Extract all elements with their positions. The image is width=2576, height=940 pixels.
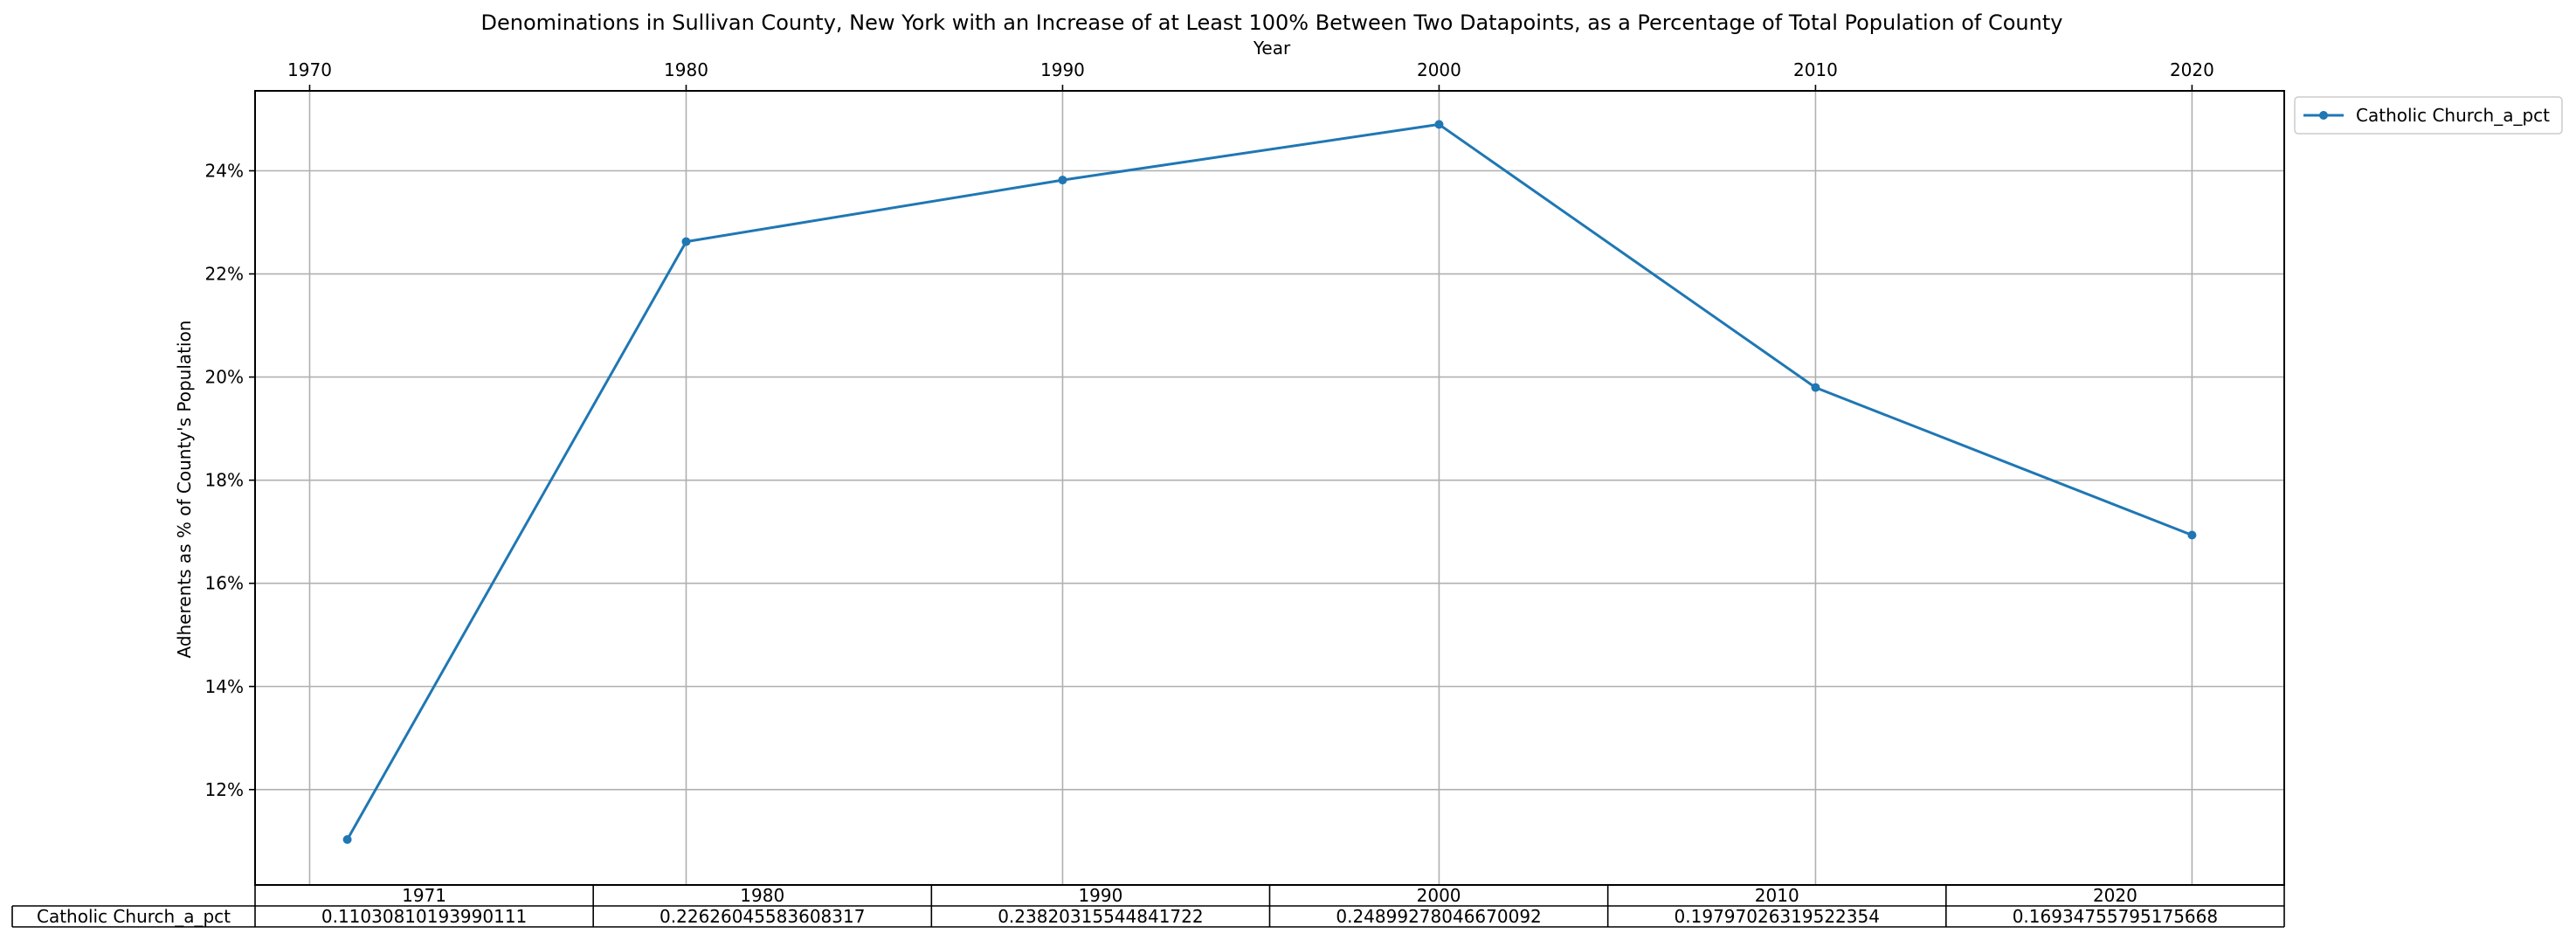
y-tick-label: 20% (205, 367, 244, 388)
data-point (2187, 530, 2197, 540)
table-cell: 0.24899278046670092 (1336, 906, 1541, 927)
data-point (1058, 176, 1067, 185)
table-cell: 0.22626045583608317 (660, 906, 865, 927)
table-header-cell: 2010 (1755, 885, 1799, 906)
x-tick-label: 1980 (664, 59, 708, 80)
table-header-cell: 1990 (1078, 885, 1122, 906)
series-layer (342, 120, 2197, 845)
table-cell: 0.23820315544841722 (998, 906, 1203, 927)
y-tick-label: 18% (205, 470, 244, 491)
legend-swatch-marker (2319, 111, 2328, 120)
y-tick-label: 22% (205, 264, 244, 285)
table-cell: 0.11030810193990111 (321, 906, 527, 927)
table-row-label: Catholic Church_a_pct (37, 906, 231, 927)
series-line (346, 122, 2193, 840)
data-table: 1971 1980 1990 2000 2010 2020 Catholic Church_… (11, 884, 2285, 928)
x-axis-label: Year (1253, 38, 1291, 59)
table-cell: 0.16934755795175668 (2013, 906, 2218, 927)
chart-title: Denominations in Sullivan County, New Yo… (481, 10, 2063, 35)
x-tick-label: 1990 (1040, 59, 1085, 80)
legend-label: Catholic Church_a_pct (2356, 105, 2550, 126)
y-axis-label: Adherents as % of County's Population (174, 320, 195, 658)
data-point (342, 835, 352, 845)
y-ticks: 12% 14% 16% 18% 20% 22% 24% (205, 160, 255, 800)
table-header-cell: 1971 (402, 885, 446, 906)
y-tick-label: 14% (205, 676, 244, 697)
x-tick-label: 1970 (287, 59, 332, 80)
x-ticks: 1970 1980 1990 2000 2010 2020 (287, 59, 2214, 91)
data-point (1434, 120, 1444, 129)
table-header-cell: 2000 (1417, 885, 1461, 906)
table-header-cell: 2020 (2093, 885, 2137, 906)
y-tick-label: 16% (205, 573, 244, 594)
y-tick-label: 24% (205, 160, 244, 181)
y-tick-label: 12% (205, 779, 244, 800)
data-point (681, 237, 691, 246)
legend-box (2294, 96, 2563, 135)
x-tick-label: 2000 (1417, 59, 1461, 80)
data-point (1811, 383, 1820, 392)
x-tick-label: 2010 (1793, 59, 1838, 80)
plot-frame (254, 90, 2285, 886)
grid (255, 91, 2284, 885)
table-header-cell: 1980 (740, 885, 784, 906)
table-cell: 0.19797026319522354 (1675, 906, 1880, 927)
x-tick-label: 2020 (2170, 59, 2214, 80)
legend: Catholic Church_a_pct (2294, 96, 2563, 135)
